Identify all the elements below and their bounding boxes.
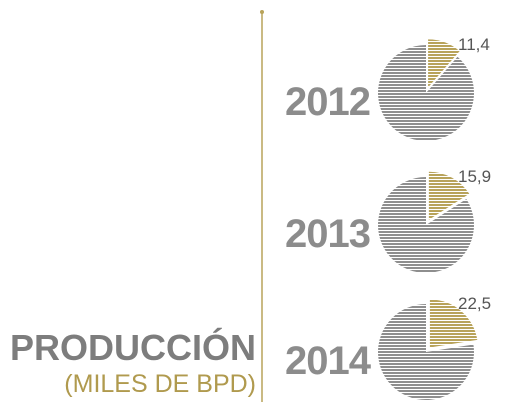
year-label: 2012 bbox=[285, 80, 370, 124]
value-label: 22,5 bbox=[458, 294, 491, 313]
chart-title: PRODUCCIÓN bbox=[10, 326, 256, 368]
divider-dot bbox=[260, 10, 264, 14]
pie-slice bbox=[428, 39, 460, 88]
chart-subtitle: (MILES DE BPD) bbox=[64, 370, 256, 398]
value-label: 11,4 bbox=[458, 35, 490, 54]
year-label: 2014 bbox=[285, 339, 372, 383]
pie-slice bbox=[429, 299, 478, 348]
pie-slice bbox=[428, 171, 470, 220]
pie-rest bbox=[377, 177, 474, 274]
year-label: 2013 bbox=[285, 212, 370, 256]
pie-rest bbox=[378, 304, 474, 401]
value-label: 15,9 bbox=[458, 167, 491, 186]
pie-rest bbox=[378, 45, 474, 141]
